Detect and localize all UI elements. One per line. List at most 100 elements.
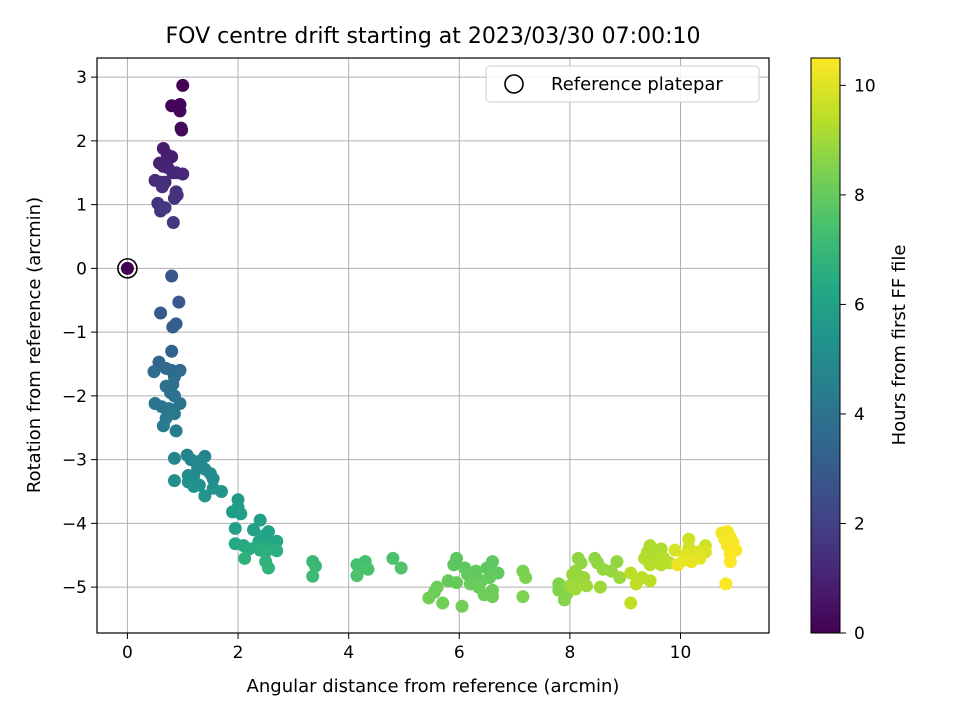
y-axis-label: Rotation from reference (arcmin)	[24, 197, 45, 493]
colorbar-tick-label: 6	[854, 295, 865, 315]
data-point	[455, 599, 469, 613]
data-points	[120, 78, 743, 613]
data-point	[270, 544, 284, 558]
data-point	[485, 590, 499, 604]
legend-entry-reference-platepar: Reference platepar	[551, 74, 723, 95]
x-tick-label: 4	[343, 643, 354, 663]
grid-lines	[97, 58, 769, 633]
data-point	[723, 555, 737, 569]
colorbar-gradient	[810, 57, 841, 634]
data-point	[386, 551, 400, 565]
data-point	[566, 567, 580, 581]
data-point	[668, 543, 682, 557]
data-point	[166, 215, 180, 229]
data-point	[167, 451, 181, 465]
plot-frame	[96, 57, 770, 634]
data-point	[261, 561, 275, 575]
data-point	[166, 320, 180, 334]
colorbar-label: Hours from first FF file	[889, 245, 910, 446]
data-point	[685, 555, 699, 569]
data-point	[156, 419, 170, 433]
data-point	[593, 580, 607, 594]
data-point	[259, 545, 273, 559]
data-point	[176, 78, 190, 92]
data-point	[361, 562, 375, 576]
x-tick-label: 2	[233, 643, 244, 663]
reference-marker	[117, 258, 138, 279]
data-point	[613, 571, 627, 585]
legend-marker-icon	[504, 74, 524, 94]
x-tick-label: 8	[564, 643, 575, 663]
data-point	[175, 123, 189, 137]
data-point	[206, 472, 220, 486]
y-tick-label: 0	[76, 259, 87, 279]
data-point	[154, 306, 168, 320]
data-point	[719, 577, 733, 591]
legend-box	[485, 65, 760, 103]
data-point	[624, 566, 638, 580]
data-point	[169, 424, 183, 438]
data-point	[394, 561, 408, 575]
chart-title: FOV centre drift starting at 2023/03/30 …	[166, 24, 701, 49]
x-tick-label: 6	[454, 643, 465, 663]
colorbar-tick-label: 2	[854, 514, 865, 534]
data-point	[450, 576, 464, 590]
y-tick-label: −5	[62, 578, 87, 598]
data-point	[579, 579, 593, 593]
data-point	[147, 365, 161, 379]
colorbar-ticks: 0 2 4 6 8 10	[840, 76, 876, 644]
data-point	[187, 479, 201, 493]
y-tick-label: 2	[76, 132, 87, 152]
data-point	[176, 167, 190, 181]
data-point	[165, 344, 179, 358]
x-axis-label: Angular distance from reference (arcmin)	[247, 676, 620, 697]
data-point	[158, 201, 172, 215]
data-point	[519, 571, 533, 585]
y-tick-label: 3	[76, 68, 87, 88]
data-point	[516, 590, 530, 604]
data-point	[557, 593, 571, 607]
data-point	[643, 574, 657, 588]
data-point	[422, 591, 436, 605]
colorbar-tick-label: 10	[854, 76, 876, 96]
data-point	[198, 489, 212, 503]
data-point	[238, 551, 252, 565]
data-point	[568, 582, 582, 596]
data-point	[624, 596, 638, 610]
reference-platepar-marker	[117, 258, 138, 279]
data-point	[172, 295, 186, 309]
data-point	[173, 104, 187, 118]
x-axis-ticks: 0 2 4 6 8 10	[122, 633, 691, 663]
data-point	[610, 555, 624, 569]
data-point	[167, 474, 181, 488]
data-point	[436, 596, 450, 610]
data-point	[120, 261, 134, 275]
data-point	[165, 269, 179, 283]
data-point	[155, 180, 169, 194]
x-tick-label: 10	[670, 643, 692, 663]
data-point	[214, 484, 228, 498]
data-point	[247, 523, 261, 537]
colorbar-tick-label: 4	[854, 405, 865, 425]
x-tick-label: 0	[122, 643, 133, 663]
data-point	[350, 569, 364, 583]
y-tick-label: −3	[62, 451, 87, 471]
data-point	[308, 559, 322, 573]
y-tick-label: −4	[62, 514, 87, 534]
colorbar-tick-label: 8	[854, 186, 865, 206]
data-point	[228, 521, 242, 535]
legend: Reference platepar	[485, 65, 760, 103]
data-point	[165, 150, 179, 164]
y-tick-label: 1	[76, 196, 87, 216]
y-tick-label: −2	[62, 387, 87, 407]
y-axis-ticks: −5 −4 −3 −2 −1 0 1 2 3	[62, 68, 97, 598]
data-point	[671, 558, 685, 572]
y-tick-label: −1	[62, 323, 87, 343]
data-point	[306, 569, 320, 583]
colorbar-tick-label: 0	[854, 624, 865, 644]
data-point	[643, 558, 657, 572]
data-point	[629, 577, 643, 591]
data-point	[253, 513, 267, 527]
colorbar: 0 2 4 6 8 10 Hours from first FF file	[810, 57, 910, 644]
